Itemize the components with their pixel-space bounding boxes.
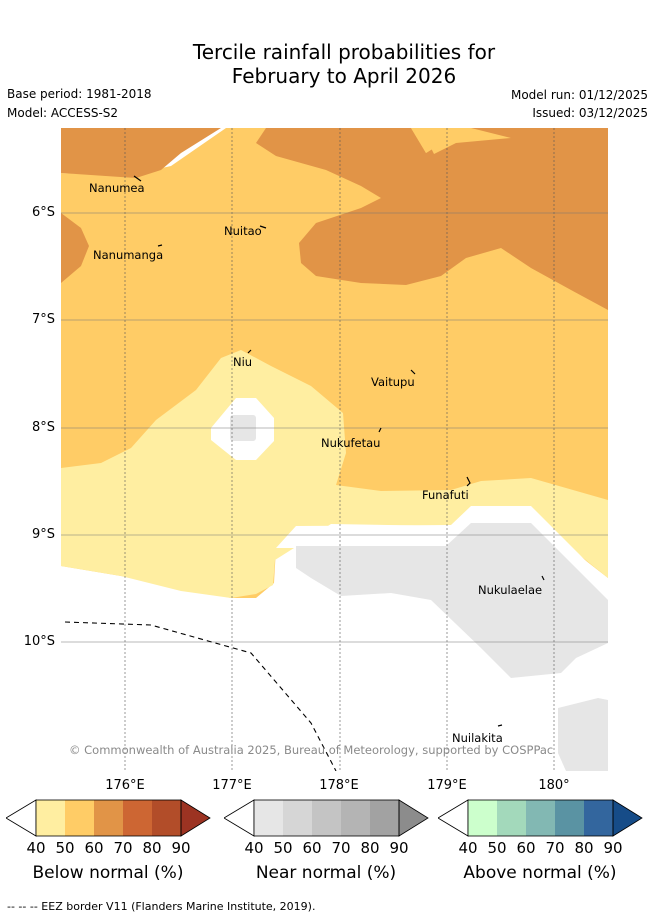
near-swatch-50 xyxy=(283,800,312,836)
place-nuitao: Nuitao xyxy=(224,224,262,238)
place-vaitupu: Vaitupu xyxy=(371,375,415,389)
model-run: Model run: 01/12/2025 xyxy=(510,88,648,102)
above-swatch-80 xyxy=(584,800,613,836)
below-swatch-50 xyxy=(65,800,94,836)
below-swatch-60 xyxy=(94,800,123,836)
below-normal-title: Below normal (%) xyxy=(32,863,184,883)
lon-label-177e: 177°E xyxy=(212,778,252,793)
below-tick-90: 90 xyxy=(171,839,191,857)
lon-label-179e: 179°E xyxy=(427,778,467,793)
above-swatch-50 xyxy=(497,800,526,836)
lon-label-176e: 176°E xyxy=(105,778,145,793)
below-tick-80: 80 xyxy=(142,839,162,857)
above-swatch-60 xyxy=(526,800,555,836)
copyright-notice: © Commonwealth of Australia 2025, Bureau… xyxy=(69,743,554,757)
place-funafuti: Funafuti xyxy=(422,488,469,502)
near-normal-title: Near normal (%) xyxy=(255,863,397,883)
below-40-region xyxy=(61,350,608,598)
lat-label-8s: 8°S xyxy=(31,420,55,435)
near-swatch-70 xyxy=(341,800,370,836)
place-niu: Niu xyxy=(233,355,253,369)
above-swatch-70 xyxy=(555,800,584,836)
lat-label-9s: 9°S xyxy=(31,527,55,542)
near-40-region xyxy=(296,523,608,678)
place-nukulaelae: Nukulaelae xyxy=(478,583,543,597)
place-nanumea: Nanumea xyxy=(89,181,145,195)
near-tick-70: 70 xyxy=(331,839,351,857)
base-period: Base period: 1981-2018 xyxy=(7,87,152,101)
place-nukufetau: Nukufetau xyxy=(321,436,381,450)
place-nuilakita: Nuilakita xyxy=(452,731,503,745)
probability-map xyxy=(61,128,608,771)
below-swatch-40 xyxy=(36,800,65,836)
lon-label-180: 180° xyxy=(538,778,570,793)
title-line-1: Tercile rainfall probabilities for xyxy=(192,40,496,64)
above-normal-title: Above normal (%) xyxy=(463,863,617,883)
lat-label-7s: 7°S xyxy=(31,312,55,327)
below-swatch-70 xyxy=(123,800,152,836)
near-tick-90: 90 xyxy=(389,839,409,857)
latitude-gridlines xyxy=(61,212,608,643)
above-tick-90: 90 xyxy=(603,839,623,857)
above-tick-50: 50 xyxy=(487,839,507,857)
below-swatch-80 xyxy=(152,800,181,836)
eez-border xyxy=(64,621,337,771)
near-tick-40: 40 xyxy=(244,839,264,857)
title-line-2: February to April 2026 xyxy=(231,64,457,88)
place-nanumanga: Nanumanga xyxy=(93,248,164,262)
above-tick-80: 80 xyxy=(574,839,594,857)
longitude-gridlines xyxy=(124,128,555,771)
near-tick-80: 80 xyxy=(360,839,380,857)
above-tick-70: 70 xyxy=(545,839,565,857)
above-tick-60: 60 xyxy=(516,839,536,857)
lon-label-178e: 178°E xyxy=(319,778,359,793)
eez-legend: -- -- -- EEZ border V11 (Flanders Marine… xyxy=(7,900,316,913)
near-tick-60: 60 xyxy=(302,839,322,857)
below-tick-70: 70 xyxy=(113,839,133,857)
issued-date: Issued: 03/12/2025 xyxy=(532,106,648,120)
map-title: Tercile rainfall probabilities for Febru… xyxy=(0,40,655,88)
below-tick-50: 50 xyxy=(55,839,75,857)
below-normal-colorbar xyxy=(6,799,211,837)
map-graphic xyxy=(61,128,608,771)
near-swatch-40 xyxy=(254,800,283,836)
near-swatch-80 xyxy=(370,800,399,836)
above-normal-colorbar xyxy=(438,799,643,837)
below-tick-60: 60 xyxy=(84,839,104,857)
lat-label-10s: 10°S xyxy=(23,634,55,649)
below-60-region-north xyxy=(61,128,221,178)
near-swatch-60 xyxy=(312,800,341,836)
near-tick-50: 50 xyxy=(273,839,293,857)
below-tick-40: 40 xyxy=(26,839,46,857)
above-swatch-40 xyxy=(468,800,497,836)
near-normal-colorbar xyxy=(224,799,429,837)
model-name: Model: ACCESS-S2 xyxy=(7,106,119,120)
above-tick-40: 40 xyxy=(458,839,478,857)
lat-label-6s: 6°S xyxy=(31,205,55,220)
island-marks xyxy=(133,175,545,727)
